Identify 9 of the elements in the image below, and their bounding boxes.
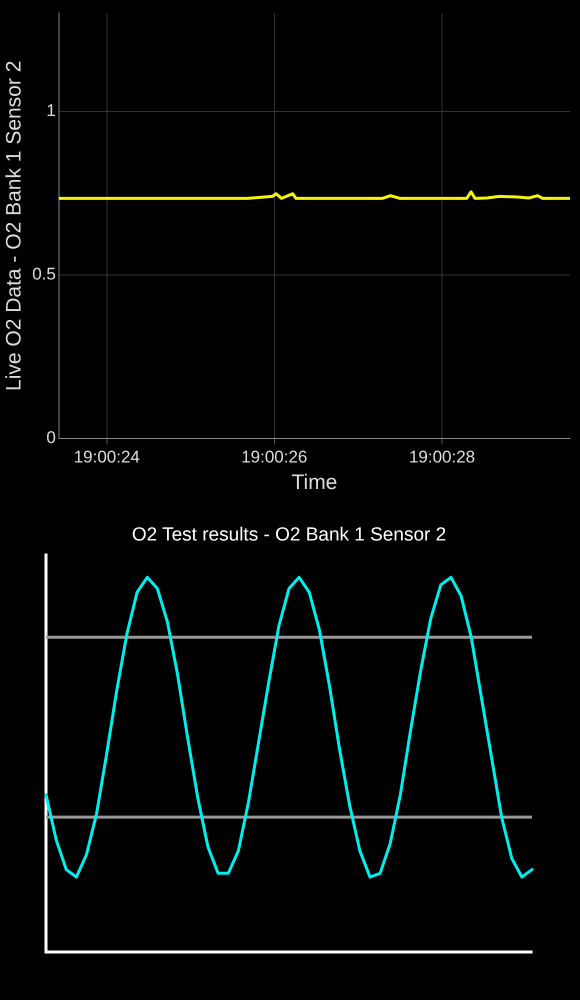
y-tick-label: 0: [46, 428, 56, 448]
y-axis-title: Live O2 Data - O2 Bank 1 Sensor 2: [2, 60, 26, 391]
x-tick-label: 19:00:28: [408, 447, 476, 466]
y-tick-label: 1: [46, 101, 56, 120]
x-axis-title: Time: [291, 471, 338, 494]
y-tick-label: 0.5: [32, 264, 56, 284]
chart-title: O2 Test results - O2 Bank 1 Sensor 2: [132, 524, 446, 546]
x-tick-label: 19:00:24: [74, 447, 140, 466]
x-tick-label: 19:00:26: [241, 447, 308, 466]
